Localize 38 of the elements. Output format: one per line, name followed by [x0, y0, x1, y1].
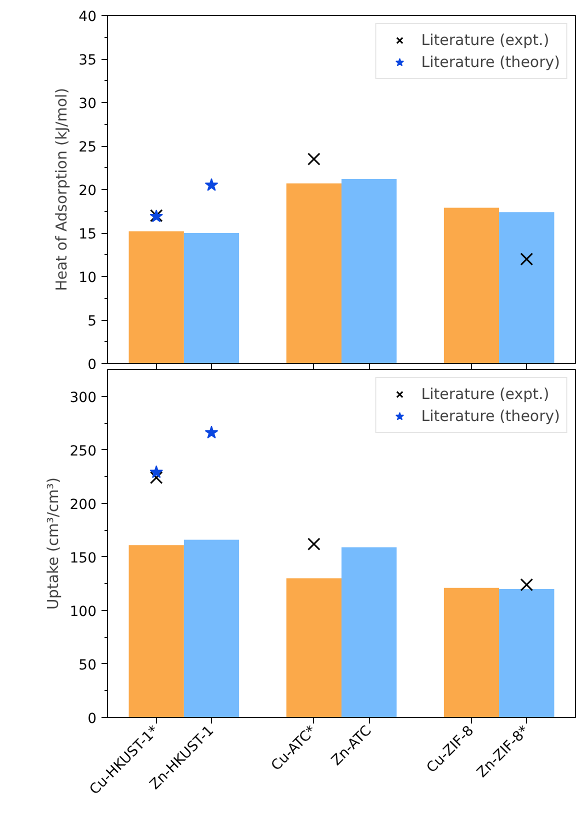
y-tick-label: 50 [78, 657, 97, 674]
legend-label: Literature (expt.) [421, 385, 550, 403]
bar [128, 545, 184, 718]
bar [444, 588, 500, 718]
bar [128, 231, 184, 364]
bar [499, 212, 554, 364]
bar [342, 179, 397, 364]
y-tick-label: 100 [70, 604, 97, 620]
y-tick-label: 30 [78, 96, 97, 112]
point [150, 465, 164, 478]
y-tick-label: 25 [78, 140, 97, 156]
y-tick-label: 150 [70, 550, 97, 566]
y-tick-label: 10 [78, 270, 97, 286]
point [520, 578, 534, 592]
y-tick-label: 250 [70, 443, 97, 460]
y-axis-title: Heat of Adsorption (kJ/mol) [52, 88, 71, 292]
point [520, 252, 534, 266]
legend-label: Literature (theory) [421, 53, 560, 71]
y-tick-label: 0 [88, 711, 97, 727]
bar [286, 578, 342, 718]
y-tick-label: 35 [78, 52, 97, 68]
bar [184, 540, 240, 718]
y-tick-label: 40 [78, 9, 97, 25]
legend-label: Literature (expt.) [421, 31, 550, 49]
bar [286, 183, 342, 364]
y-tick-label: 20 [78, 183, 97, 199]
bar [184, 233, 240, 364]
bar [444, 208, 500, 364]
y-tick-label: 300 [70, 390, 97, 406]
y-tick-label: 0 [88, 357, 97, 373]
legend-label: Literature (theory) [421, 407, 560, 425]
bar [342, 547, 397, 718]
bar [499, 589, 554, 718]
y-tick-label: 5 [88, 314, 97, 330]
y-axis-title: Uptake (cm³/cm³) [44, 477, 62, 610]
y-tick-label: 200 [70, 496, 97, 513]
point [150, 471, 163, 484]
y-tick-label: 15 [78, 226, 97, 242]
